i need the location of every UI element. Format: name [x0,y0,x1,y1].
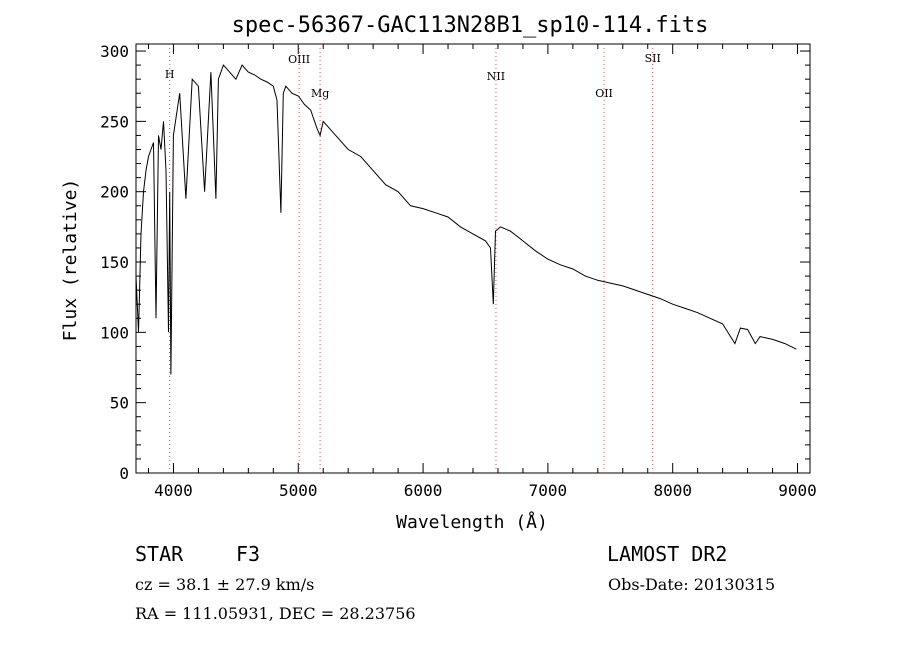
survey-name: LAMOST DR2 [607,542,728,566]
coordinates: RA = 111.05931, DEC = 28.23756 [135,604,416,623]
y-tick-label: 200 [100,183,129,202]
object-class: STAR [135,542,184,566]
y-tick-label: 100 [100,323,129,342]
y-tick-label: 50 [110,394,129,413]
line-marker-label: H [165,68,175,81]
line-marker-label: OII [595,87,613,100]
line-marker-label: NII [487,70,505,83]
observation-date: Obs-Date: 20130315 [608,575,776,594]
y-tick-label: 250 [100,112,129,131]
x-axis-label: Wavelength (Å) [396,511,548,533]
x-tick-label: 5000 [279,481,318,500]
x-tick-label: 9000 [778,481,817,500]
y-tick-label: 0 [119,464,129,483]
x-tick-label: 8000 [653,481,692,500]
y-tick-label: 150 [100,253,129,272]
y-axis-label: Flux (relative) [60,179,81,342]
x-tick-label: 4000 [154,481,193,500]
plot-frame [135,43,811,474]
x-tick-label: 7000 [529,481,568,500]
y-tick-label: 300 [100,42,129,61]
line-marker-label: SII [645,52,661,65]
spectrum-line [135,64,797,375]
chart-title: spec-56367-GAC113N28B1_sp10-114.fits [232,13,709,38]
x-tick-label: 6000 [404,481,443,500]
line-marker-label: Mg [311,87,329,100]
line-marker-label: OIII [288,53,310,66]
object-subclass: F3 [236,542,261,566]
redshift-velocity: cz = 38.1 ± 27.9 km/s [135,575,315,594]
